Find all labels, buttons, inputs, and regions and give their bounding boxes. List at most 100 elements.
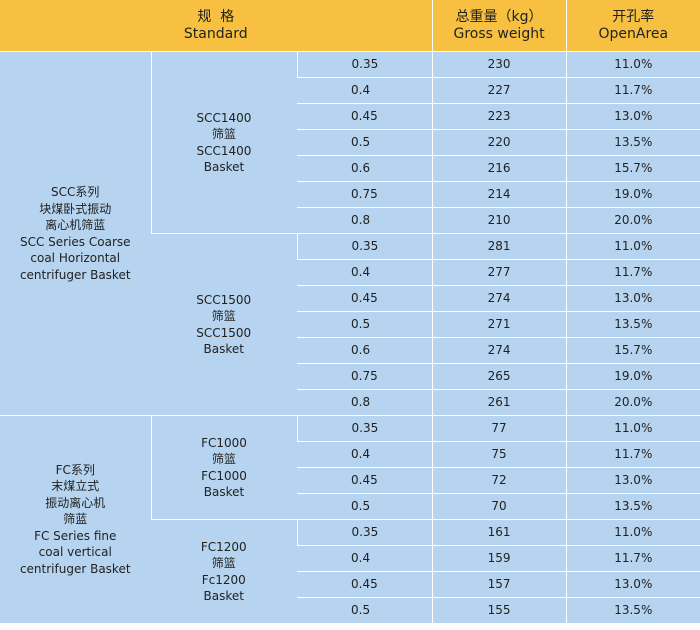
model-label-line: SCC1500 [196,325,252,340]
gross-weight-cell: 155 [431,597,567,624]
thickness-cell: 0.5 [297,597,433,624]
model-label-line: 筛篮 [211,309,236,323]
table-row: 0.75 265 19.0% [0,363,700,390]
table-row: 0.8 210 20.0% [0,207,700,234]
gross-weight-cell: 159 [431,545,567,572]
gross-weight-cell: 261 [431,389,567,416]
gross-weight-cell: 75 [431,441,567,468]
open-area-cell: 13.5% [565,597,700,624]
model-label-line: 筛篮 [211,452,236,466]
thickness-cell: 0.45 [297,285,433,312]
model-label: SCC1400 筛篮 SCC1400 Basket [150,51,297,234]
table-row: 0.4 75 11.7% [0,441,700,468]
gross-weight-cell: 161 [431,519,567,546]
thickness-cell: 0.35 [296,519,433,546]
table-row: FC系列 末煤立式 振动离心机 筛蓝 FC Series fine coal vertic… [0,415,700,624]
open-area-cell: 13.0% [565,571,700,598]
header-standard-en: Standard [183,25,248,42]
series-label-line: centrifuger Basket [19,267,131,282]
open-area-cell: 15.7% [565,155,700,182]
thickness-cell: 0.5 [297,129,433,156]
header-open-en: OpenArea [598,25,669,42]
table-row: 0.4 227 11.7% [0,77,700,104]
series-label: SCC系列 块煤卧式振动 离心机筛蓝 SCC Series Coarse coal Ho… [0,51,151,416]
gross-weight-cell: 274 [431,285,567,312]
gross-weight-cell: 216 [431,155,567,182]
model-label-line: FC1200 [200,539,247,554]
series-label-line: SCC Series Coarse [19,234,131,249]
thickness-cell: 0.8 [297,389,433,416]
series-label-line: 块煤卧式振动 [39,201,112,216]
table-row: SCC系列 块煤卧式振动 离心机筛蓝 SCC Series Coarse coal Ho… [0,51,700,416]
open-area-cell: 11.7% [565,259,700,286]
header-weight-zh: 总重量（kg） [455,8,543,25]
open-area-cell: 13.5% [565,311,700,338]
gross-weight-cell: 220 [431,129,567,156]
open-area-cell: 13.0% [565,103,700,130]
table-row: FC1200 筛篮 Fc1200 Basket 0.35 161 11.0% [0,519,700,624]
header-standard: 规 格 Standard [0,0,433,52]
gross-weight-cell: 230 [431,51,567,78]
series-label: FC系列 末煤立式 振动离心机 筛蓝 FC Series fine coal vertic… [0,415,151,624]
model-label-line: FC1000 [201,468,247,483]
thickness-cell: 0.4 [297,441,433,468]
thickness-cell: 0.35 [296,51,433,78]
model-label: SCC1500 筛篮 SCC1500 Basket [151,233,297,416]
thickness-cell: 0.4 [297,545,433,572]
series-label-line: centrifuger Basket [19,561,131,576]
model-label-line: Basket [203,485,245,499]
model-label-line: SCC1500 [196,292,252,307]
gross-weight-cell: 72 [431,467,567,494]
gross-weight-cell: 70 [431,493,567,520]
thickness-cell: 0.5 [297,493,433,520]
series-label-line: SCC系列 [51,185,100,199]
gross-weight-cell: 214 [431,181,567,208]
open-area-cell: 19.0% [565,363,700,390]
thickness-cell: 0.75 [297,363,433,390]
open-area-cell: 13.5% [565,129,700,156]
thickness-cell: 0.8 [297,207,433,234]
thickness-cell: 0.4 [297,259,433,286]
model-label-line: FC1000 [201,435,247,450]
series-label-line: 末煤立式 [51,479,100,494]
open-area-cell: 19.0% [565,181,700,208]
thickness-cell: 0.45 [297,467,433,494]
gross-weight-cell: 210 [431,207,567,234]
gross-weight-cell: 227 [431,77,567,104]
open-area-cell: 11.7% [565,441,700,468]
open-area-cell: 13.5% [565,493,700,520]
open-area-cell: 13.0% [565,285,700,312]
gross-weight-cell: 265 [431,363,567,390]
open-area-cell: 20.0% [565,389,700,416]
header-weight-en: Gross weight [453,25,545,42]
header-open-area: 开孔率 OpenArea [565,0,700,52]
series-label-line: 振动离心机 [45,495,106,510]
model-label-line: SCC1400 [196,143,252,158]
series-label-line: coal vertical [38,545,112,560]
thickness-cell: 0.75 [297,181,433,208]
table-row: 0.4 277 11.7% [0,259,700,286]
model-label: FC1000 筛篮 FC1000 Basket [150,415,297,520]
thickness-cell: 0.6 [297,337,433,364]
thickness-cell: 0.6 [297,155,433,182]
table-body: SCC系列 块煤卧式振动 离心机筛蓝 SCC Series Coarse coal Ho… [0,51,700,624]
model-label-line: Basket [203,589,244,603]
gross-weight-cell: 277 [431,259,567,286]
model-label-line: Basket [203,342,244,356]
gross-weight-cell: 223 [431,103,567,130]
model-label-line: SCC1400 [196,110,252,125]
thickness-cell: 0.45 [297,571,433,598]
open-area-cell: 13.0% [565,467,700,494]
table-row: 0.45 274 13.0% [0,285,700,312]
series-label-line: 筛蓝 [63,512,88,527]
open-area-cell: 20.0% [565,207,700,234]
header-row: 规 格 Standard 总重量（kg） Gross weight 开孔率 Op… [0,0,700,52]
open-area-cell: 11.0% [565,233,700,260]
open-area-cell: 11.7% [565,77,700,104]
thickness-cell: 0.35 [296,233,433,260]
table-row: SCC1500 筛篮 SCC1500 Basket 0.35 281 11.0% [0,233,700,416]
series-label-line: 离心机筛蓝 [45,218,106,232]
header-weight: 总重量（kg） Gross weight [431,0,567,52]
thickness-cell: 0.5 [297,311,433,338]
